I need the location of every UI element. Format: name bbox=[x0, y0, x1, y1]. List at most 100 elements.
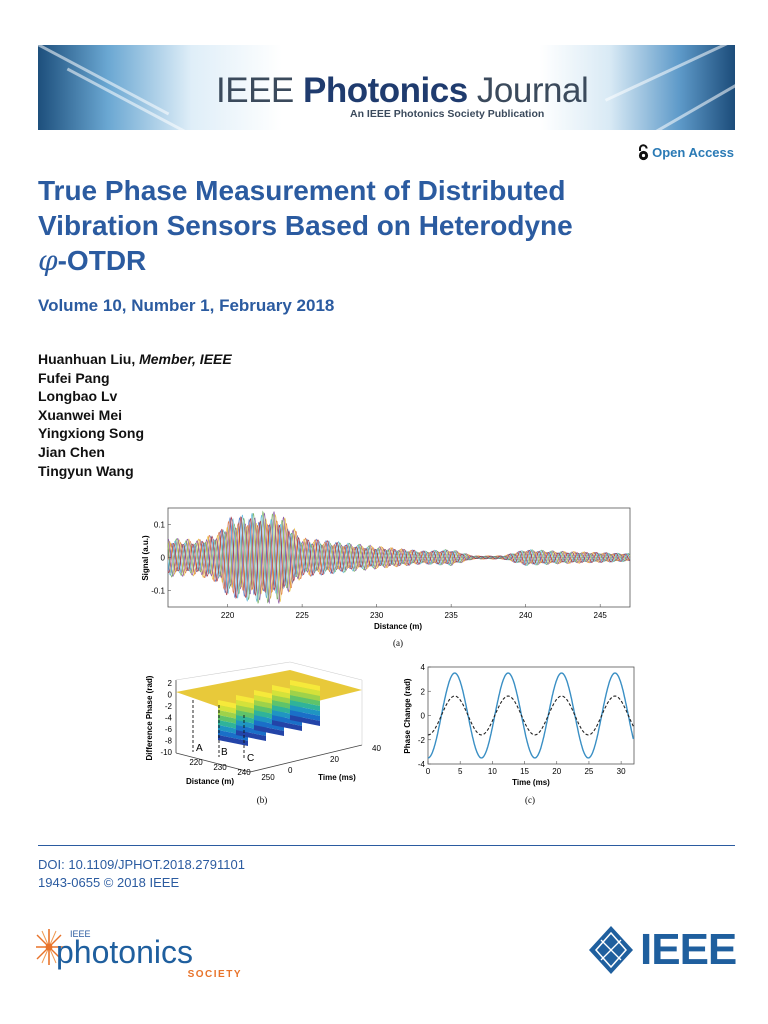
article-title: True Phase Measurement of Distributed Vi… bbox=[38, 173, 738, 278]
doi-link[interactable]: DOI: 10.1109/JPHOT.2018.2791101 bbox=[38, 857, 245, 872]
y-tick-label: 0.1 bbox=[154, 521, 166, 530]
plot-b-back-edge bbox=[175, 661, 291, 681]
plot-c-frame bbox=[427, 666, 635, 765]
x-tick-label: 230 bbox=[370, 611, 384, 620]
plot-b-back-edge bbox=[289, 661, 363, 681]
x-tick-label: 230 bbox=[213, 763, 227, 772]
photonics-society-mark: IEEE photonics SOCIETY bbox=[31, 929, 242, 980]
author-entry: Jian Chen bbox=[38, 443, 232, 462]
z-tick-label: 2 bbox=[168, 679, 173, 688]
journal-subtitle: An IEEE Photonics Society Publication bbox=[350, 108, 545, 120]
author-entry: Tingyun Wang bbox=[38, 462, 232, 481]
panel-a-label: (a) bbox=[393, 638, 403, 648]
surface-band bbox=[290, 705, 320, 716]
ieee-diamond-icon bbox=[589, 926, 633, 974]
plot-b-xlabel: Distance (m) bbox=[186, 777, 234, 786]
panel-b-label: (b) bbox=[257, 795, 268, 805]
surface-band bbox=[290, 680, 320, 691]
marker-label-b: B bbox=[221, 747, 228, 758]
author-entry: Huanhuan Liu, Member, IEEE bbox=[38, 350, 232, 369]
issn-copyright: 1943-0655 © 2018 IEEE bbox=[38, 875, 180, 890]
marker-label-c: C bbox=[247, 753, 254, 764]
surface-band bbox=[218, 730, 248, 741]
phase-series-dashed bbox=[427, 695, 634, 736]
x-tick-label: 10 bbox=[488, 767, 497, 776]
author-name: Xuanwei Mei bbox=[38, 406, 123, 423]
volume-info: Volume 10, Number 1, February 2018 bbox=[38, 296, 335, 315]
y-tick-label: 0 bbox=[161, 554, 166, 563]
y-tick-label: -4 bbox=[418, 760, 426, 769]
plot-b-y-ticks: 0 20 40 bbox=[288, 744, 381, 775]
x-tick-label: 240 bbox=[519, 611, 533, 620]
author-name: Longbao Lv bbox=[38, 388, 118, 405]
z-tick-label: -10 bbox=[160, 748, 172, 757]
signal-trace bbox=[167, 516, 631, 600]
y-tick-label: -2 bbox=[418, 736, 426, 745]
photonics-society-logo: IEEE photonics SOCIETY bbox=[31, 925, 256, 986]
x-tick-label: 240 bbox=[237, 768, 251, 777]
surface-band bbox=[290, 700, 320, 711]
open-access-badge[interactable]: Open Access bbox=[637, 144, 734, 161]
signal-trace bbox=[167, 513, 631, 602]
surface-band bbox=[290, 695, 320, 706]
plot-b-z-ticks: 2 0 -2 -4 -6 -8 -10 bbox=[160, 679, 172, 757]
author-name: Jian Chen bbox=[38, 443, 105, 460]
y-tick-label: 40 bbox=[372, 744, 381, 753]
z-tick-label: 0 bbox=[168, 691, 173, 700]
y-tick-label: -0.1 bbox=[151, 587, 165, 596]
x-tick-label: 220 bbox=[221, 611, 235, 620]
ieee-wordmark: IEEE bbox=[640, 925, 737, 974]
signal-trace bbox=[167, 510, 631, 604]
x-tick-label: 225 bbox=[295, 611, 309, 620]
society-word: SOCIETY bbox=[188, 969, 242, 980]
surface-band bbox=[218, 735, 248, 746]
footer-rule bbox=[38, 845, 735, 846]
signal-trace bbox=[167, 511, 630, 605]
z-tick-label: -4 bbox=[165, 714, 173, 723]
x-tick-label: 30 bbox=[617, 767, 626, 776]
author-name: Fufei Pang bbox=[38, 369, 110, 386]
x-tick-label: 0 bbox=[426, 767, 431, 776]
plot-b-y-axis bbox=[249, 744, 363, 773]
title-line-3: -OTDR bbox=[57, 245, 147, 276]
journal-prefix: IEEE bbox=[216, 71, 294, 110]
starburst-icon bbox=[31, 929, 67, 965]
marker-label-a: A bbox=[196, 743, 203, 754]
author-entry: Yingxiong Song bbox=[38, 424, 232, 443]
surface-band bbox=[254, 725, 284, 736]
journal-suffix: Journal bbox=[476, 71, 589, 110]
author-entry: Xuanwei Mei bbox=[38, 406, 232, 425]
plot-a-x-ticks: 220 225 230 235 240 245 bbox=[221, 604, 607, 620]
ieee-logo: IEEE bbox=[588, 925, 737, 975]
plot-c-ylabel: Phase Change (rad) bbox=[403, 678, 412, 753]
z-tick-label: -2 bbox=[165, 702, 173, 711]
title-line-1: True Phase Measurement of Distributed bbox=[38, 175, 566, 206]
surface-band bbox=[272, 720, 302, 731]
y-tick-label: 0 bbox=[421, 712, 426, 721]
z-tick-label: -6 bbox=[165, 725, 173, 734]
x-tick-label: 235 bbox=[444, 611, 458, 620]
x-tick-label: 245 bbox=[594, 611, 608, 620]
citation-block: DOI: 10.1109/JPHOT.2018.2791101 1943-065… bbox=[38, 856, 245, 892]
x-tick-label: 25 bbox=[584, 767, 593, 776]
plot-a-xlabel: Distance (m) bbox=[374, 622, 422, 631]
surface-band bbox=[290, 690, 320, 701]
y-tick-label: 2 bbox=[421, 687, 426, 696]
z-tick-label: -8 bbox=[165, 737, 173, 746]
phase-series-solid bbox=[427, 672, 635, 759]
y-tick-label: 20 bbox=[330, 755, 339, 764]
title-phi: φ bbox=[38, 244, 58, 277]
author-name: Yingxiong Song bbox=[38, 425, 145, 442]
society-name: photonics bbox=[56, 934, 193, 970]
plot-c-y-ticks: 4 2 0 -2 -4 bbox=[418, 663, 431, 769]
panel-a: 220 225 230 235 240 245 0.1 0 -0.1 Distance (m)… bbox=[141, 507, 631, 648]
plot-c-series bbox=[427, 672, 635, 759]
surface-band bbox=[290, 715, 320, 726]
plot-c-xlabel: Time (ms) bbox=[512, 778, 550, 787]
author-name: Tingyun Wang bbox=[38, 462, 134, 479]
surface-band bbox=[272, 715, 302, 726]
surface-band bbox=[254, 720, 284, 731]
author-name: Huanhuan Liu, bbox=[38, 351, 136, 367]
y-tick-label: 4 bbox=[421, 663, 426, 672]
